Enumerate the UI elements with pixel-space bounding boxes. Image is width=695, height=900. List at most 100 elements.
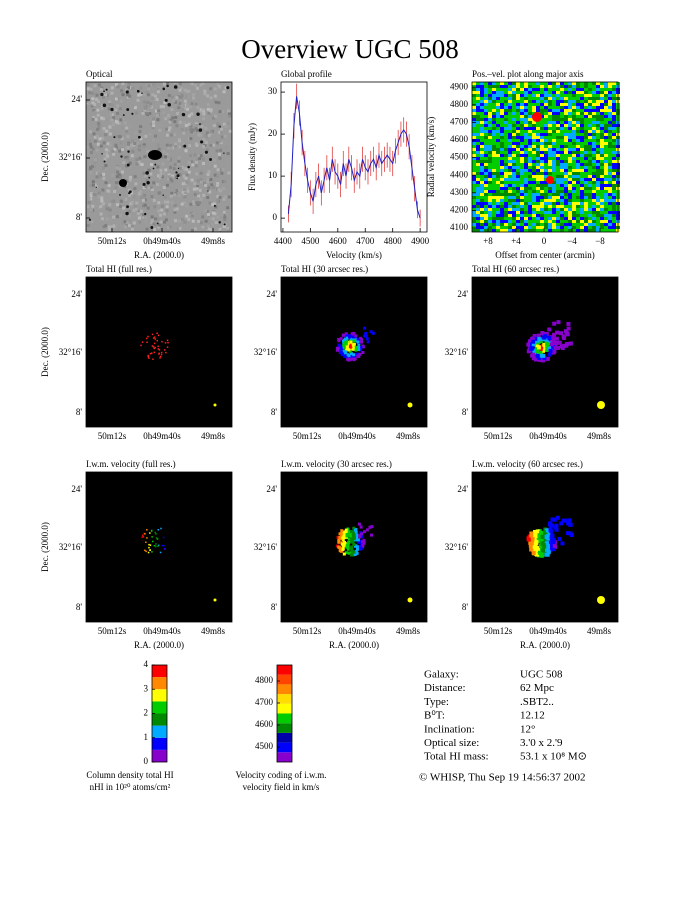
pv-pixel [604,145,608,148]
image-noise [227,171,231,175]
image-noise [212,143,216,147]
pv-pixel [496,178,500,181]
image-noise [119,99,123,103]
pv-pixel [568,112,572,115]
pv-pixel [496,214,500,217]
pv-pixel [480,169,484,172]
dec-tick-label: 8' [76,602,83,612]
ra-tick-label: 49m8s [587,431,612,441]
pv-pixel [556,226,560,229]
pv-pixel [604,82,608,85]
pv-pixel [604,163,608,166]
pv-pixel [552,115,556,118]
image-noise [224,104,228,108]
map-pixel [528,346,533,351]
image-noise [147,86,151,90]
image-noise [227,118,231,122]
pv-pixel [612,91,616,94]
colorbar-cell [277,732,292,743]
image-noise [207,133,211,137]
image-noise [112,152,116,156]
image-noise [122,206,126,210]
pv-pixel [604,193,608,196]
map-pixel [350,530,353,534]
pv-pixel [524,100,528,103]
pv-pixel [528,172,532,175]
pv-pixel [472,199,476,202]
pv-pixel [568,208,572,211]
pv-pixel [544,151,548,154]
image-noise [110,103,114,107]
pv-pixel [588,220,592,223]
pv-pixel [476,169,480,172]
image-noise [190,102,194,106]
pv-pixel [588,139,592,142]
pv-pixel [576,133,580,136]
pv-pixel [576,196,580,199]
star [223,223,226,226]
pv-pixel [492,85,496,88]
image-noise [201,215,205,219]
y-tick-label: 0 [273,212,278,222]
image-noise [222,224,226,228]
pv-pixel [576,205,580,208]
pv-pixel [552,181,556,184]
image-noise [180,145,184,149]
dec-tick-label: 24' [71,289,82,299]
pv-pixel [520,139,524,142]
y-axis-label: Dec. (2000.0) [40,327,50,377]
pv-pixel [540,178,544,181]
pv-pixel [560,184,564,187]
pv-pixel [536,139,540,142]
pv-pixel [496,148,500,151]
pv-pixel [504,181,508,184]
pv-pixel [496,202,500,205]
pv-pixel [540,139,544,142]
image-noise [146,150,150,154]
map-pixel [365,337,369,341]
image-noise [206,173,210,177]
image-noise [187,160,191,164]
pv-pixel [584,85,588,88]
map-pixel [534,357,538,362]
image-noise [131,104,135,108]
pv-pixel [512,145,516,148]
image-noise [156,87,160,91]
pv-pixel [564,82,568,85]
image-noise [108,102,112,106]
pv-pixel [588,226,592,229]
x-tick-label: −4 [567,236,577,246]
star [146,180,150,185]
pv-pixel [560,208,564,211]
pv-pixel [572,208,576,211]
pv-pixel [552,145,556,148]
pv-pixel [548,187,552,190]
map-pixel [361,344,365,348]
pv-pixel [580,139,584,142]
pv-pixel [516,214,520,217]
pv-pixel [596,94,600,97]
pv-pixel [488,205,492,208]
image-noise [167,114,171,118]
pv-pixel [612,214,616,217]
pv-pixel [580,151,584,154]
image-noise [152,124,156,128]
ra-tick-label: 50m12s [98,431,127,441]
image-noise [158,83,162,87]
pv-pixel [548,184,552,187]
pv-pixel [600,223,604,226]
pv-pixel [604,91,608,94]
image-noise [173,133,177,137]
star [199,123,201,125]
image-noise [147,175,151,179]
image-noise [173,144,177,148]
star [162,194,164,196]
pv-pixel [604,190,608,193]
pv-pixel [484,181,488,184]
pv-pixel [492,202,496,205]
pv-pixel [548,91,552,94]
pv-pixel [492,172,496,175]
image-noise [224,195,228,199]
image-noise [107,107,111,111]
pv-pixel [564,202,568,205]
